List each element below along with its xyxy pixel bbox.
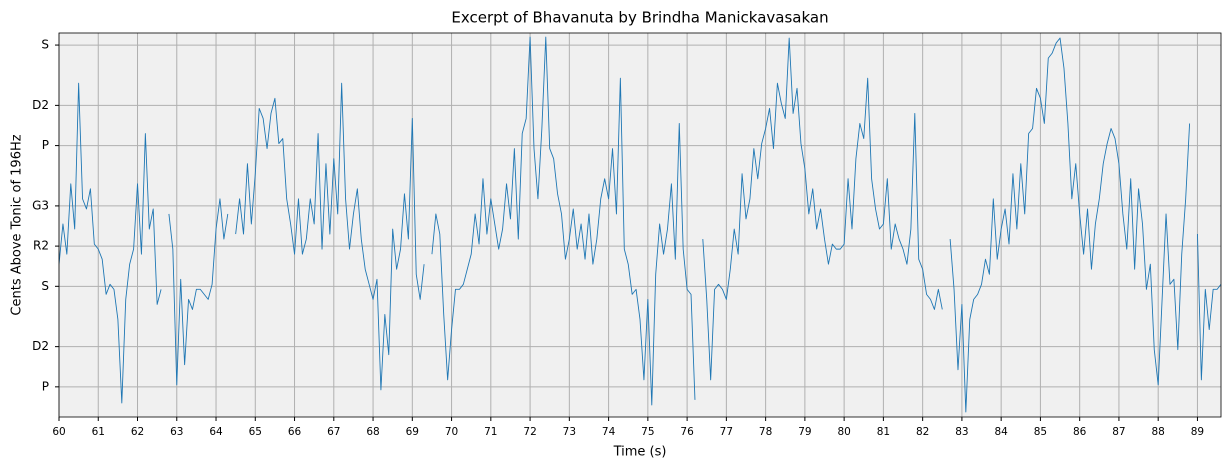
x-tick-label: 74: [602, 426, 616, 438]
x-tick-label: 73: [563, 426, 576, 438]
x-tick-label: 68: [366, 426, 379, 438]
x-tick-label: 61: [92, 426, 105, 438]
x-tick-label: 84: [994, 426, 1008, 438]
x-tick-label: 82: [916, 426, 929, 438]
y-tick-label: R2: [33, 239, 49, 253]
x-tick-label: 76: [680, 426, 694, 438]
x-tick-label: 71: [484, 426, 497, 438]
x-tick-label: 67: [327, 426, 340, 438]
y-tick-label: P: [42, 379, 49, 393]
x-axis-label: Time (s): [613, 445, 667, 460]
x-tick-label: 79: [798, 426, 811, 438]
y-tick-label: S: [41, 279, 49, 293]
x-tick-label: 78: [759, 426, 772, 438]
x-tick-label: 62: [131, 426, 144, 438]
x-tick-label: 83: [955, 426, 968, 438]
y-axis-label: Cents Above Tonic of 196Hz: [10, 134, 25, 315]
x-tick-label: 60: [52, 426, 65, 438]
y-tick-label: S: [41, 38, 49, 52]
plot-frame: [58, 32, 1222, 418]
chart-title: Excerpt of Bhavanuta by Brindha Manickav…: [451, 9, 828, 27]
x-tick-label: 87: [1112, 426, 1125, 438]
x-tick-label: 89: [1191, 426, 1204, 438]
x-tick-label: 77: [720, 426, 733, 438]
y-tick-label: G3: [32, 198, 49, 212]
x-tick-label: 64: [209, 426, 223, 438]
x-tick-label: 81: [877, 426, 890, 438]
x-tick-label: 63: [170, 426, 183, 438]
x-tick-label: 88: [1152, 426, 1165, 438]
x-tick-label: 72: [523, 426, 536, 438]
y-tick-label: P: [42, 138, 49, 152]
x-tick-label: 70: [445, 426, 458, 438]
x-tick-label: 69: [406, 426, 419, 438]
x-tick-label: 66: [288, 426, 302, 438]
x-tick-label: 85: [1034, 426, 1047, 438]
x-tick-label: 75: [641, 426, 654, 438]
x-tick-label: 65: [249, 426, 262, 438]
x-tick-label: 86: [1073, 426, 1087, 438]
y-tick-label: D2: [32, 98, 49, 112]
y-tick-label: D2: [32, 339, 49, 353]
plot-area: [59, 33, 1221, 417]
x-tick-label: 80: [837, 426, 850, 438]
pitch-line: [59, 36, 1221, 413]
